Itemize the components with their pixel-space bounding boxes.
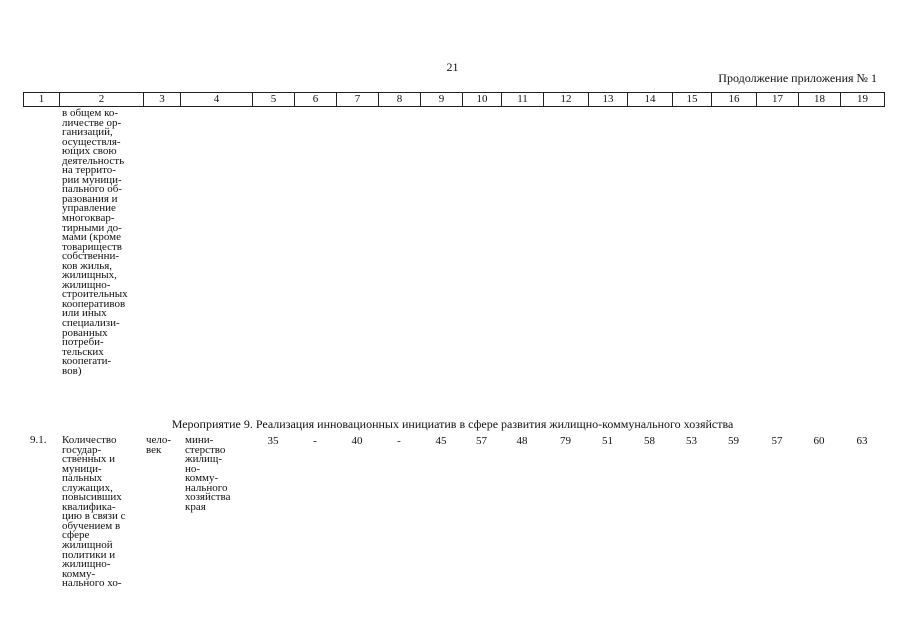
column-header: 6 — [294, 92, 337, 107]
column-header: 17 — [756, 92, 799, 107]
column-header: 3 — [143, 92, 181, 107]
value-cell: - — [397, 435, 401, 447]
value-cell: 35 — [267, 435, 279, 447]
column-header: 1 — [23, 92, 60, 107]
value-cell: 58 — [644, 435, 655, 447]
column-header: 11 — [501, 92, 544, 107]
column-header: 13 — [588, 92, 628, 107]
value-cell: 57 — [771, 435, 783, 447]
column-header: 4 — [180, 92, 253, 107]
value-cell: 48 — [516, 435, 528, 447]
value-cell: 53 — [686, 435, 697, 447]
column-header: 9 — [420, 92, 463, 107]
unit-text: чело- век — [146, 434, 172, 456]
row-number: 9.1. — [30, 434, 47, 446]
value-cell: 63 — [856, 435, 868, 447]
indicator-text: Количество государ- ственных и муници- п… — [62, 434, 126, 590]
continuation-label: Продолжение приложения № 1 — [718, 71, 877, 85]
column-header: 12 — [543, 92, 589, 107]
value-cell: 45 — [435, 435, 447, 447]
value-cell: 40 — [351, 435, 363, 447]
column-header: 19 — [840, 92, 885, 107]
column-header-row: 1 2 3 4 5 6 7 8 9 10 11 12 13 14 15 16 17 18 19 — [23, 92, 885, 107]
continued-indicator-text: в общем ко- личестве ор- ганизаций, осущ… — [62, 107, 128, 377]
value-cell: 60 — [813, 435, 825, 447]
value-cell: - — [313, 435, 317, 447]
page-number: 21 — [446, 60, 459, 74]
value-cell: 59 — [728, 435, 739, 447]
column-header: 5 — [252, 92, 295, 107]
value-cell: 57 — [476, 435, 487, 447]
executor-text: мини- стерство жилищ- но- комму- нальног… — [185, 434, 231, 513]
column-header: 8 — [378, 92, 421, 107]
column-header: 10 — [462, 92, 502, 107]
column-header: 14 — [627, 92, 673, 107]
value-cell: 51 — [602, 435, 613, 447]
column-header: 16 — [711, 92, 757, 107]
column-header: 18 — [798, 92, 841, 107]
column-header: 15 — [672, 92, 712, 107]
value-cell: 79 — [560, 435, 571, 447]
column-header: 2 — [59, 92, 144, 107]
column-header: 7 — [336, 92, 379, 107]
section-title: Мероприятие 9. Реализация инновационных … — [171, 417, 734, 431]
